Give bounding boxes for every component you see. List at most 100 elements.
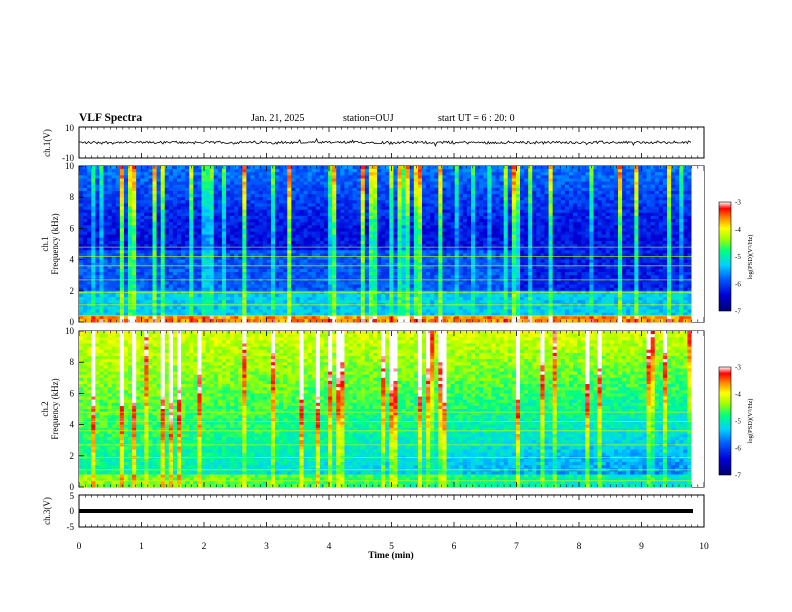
spectrogram-cell bbox=[213, 197, 219, 201]
spectrogram-cell bbox=[564, 203, 570, 207]
spectrogram-cell bbox=[319, 194, 325, 198]
spectrogram-cell bbox=[221, 225, 227, 229]
spectrogram-cell bbox=[307, 169, 313, 173]
spectrogram-cell bbox=[544, 209, 549, 214]
spectrogram-cell bbox=[548, 253, 554, 257]
spectrogram-cell bbox=[123, 166, 129, 170]
spectrogram-cell bbox=[613, 256, 619, 260]
spectrogram-cell bbox=[630, 231, 635, 236]
spectrogram-cell bbox=[573, 200, 578, 204]
spectrogram-cell bbox=[589, 169, 594, 173]
spectrogram-cell bbox=[540, 203, 545, 207]
spectrogram-cell bbox=[242, 172, 247, 176]
spectrogram-cell bbox=[532, 166, 537, 170]
spectrogram-cell bbox=[442, 256, 447, 260]
spectrogram-cell bbox=[401, 209, 407, 214]
spectrogram-cell bbox=[189, 200, 194, 204]
spectrogram-cell bbox=[87, 206, 92, 211]
spectrogram-cell bbox=[597, 166, 603, 170]
spectrogram-cell bbox=[442, 237, 447, 242]
spectrogram-cell bbox=[528, 247, 533, 251]
spectrogram-cell bbox=[148, 172, 153, 176]
spectrogram-cell bbox=[540, 197, 545, 201]
spectrogram-cell bbox=[479, 240, 484, 245]
spectrogram-cell bbox=[487, 231, 492, 236]
spectrogram-cell bbox=[585, 187, 590, 192]
spectrogram-cell bbox=[483, 247, 488, 251]
spectrogram-cell bbox=[552, 184, 558, 189]
spectrogram-cell bbox=[364, 265, 370, 270]
spectrogram-cell bbox=[560, 212, 566, 217]
spectrogram-cell bbox=[618, 225, 623, 229]
spectrogram-cell bbox=[132, 244, 137, 248]
spectrogram-cell bbox=[381, 234, 386, 239]
spectrogram-cell bbox=[675, 206, 680, 211]
spectrogram-cell bbox=[671, 259, 676, 264]
spectrogram-cell bbox=[262, 172, 268, 176]
spectrogram-cell bbox=[618, 244, 623, 248]
spectrogram-cell bbox=[569, 184, 574, 189]
spectrogram-cell bbox=[328, 212, 333, 217]
spectrogram-cell bbox=[503, 175, 509, 179]
spectrogram-cell bbox=[242, 169, 247, 173]
spectrogram-cell bbox=[658, 234, 664, 239]
spectrogram-cell bbox=[487, 259, 492, 264]
spectrogram-cell bbox=[99, 209, 104, 214]
spectrogram-cell bbox=[356, 166, 362, 170]
spectrogram-cell bbox=[683, 265, 688, 270]
spectrogram-cell bbox=[279, 225, 284, 229]
spectrogram-cell bbox=[332, 234, 337, 239]
spectrogram-cell bbox=[262, 250, 268, 254]
spectrogram-cell bbox=[373, 212, 378, 217]
spectrogram-cell bbox=[679, 256, 684, 260]
spectrogram-cell bbox=[389, 225, 394, 229]
spectrogram-cell bbox=[675, 184, 680, 189]
spectrogram-cell bbox=[654, 228, 660, 232]
spectrogram-cell bbox=[556, 172, 562, 176]
spectrogram-cell bbox=[450, 190, 456, 195]
spectrogram-cell bbox=[336, 265, 341, 270]
spectrogram-cell bbox=[544, 244, 549, 248]
spectrogram-cell bbox=[226, 262, 231, 267]
spectrogram-cell bbox=[132, 166, 137, 170]
spectrogram-cell bbox=[581, 172, 586, 176]
spectrogram-cell bbox=[609, 259, 615, 264]
spectrogram-cell bbox=[667, 194, 672, 198]
spectrogram-cell bbox=[103, 253, 108, 257]
spectrogram-cell bbox=[479, 231, 484, 236]
spectrogram-cell bbox=[299, 219, 304, 223]
spectrogram-cell bbox=[479, 203, 484, 207]
spectrogram-cell bbox=[556, 194, 562, 198]
spectrogram-cell bbox=[520, 219, 525, 223]
spectrogram-cell bbox=[581, 253, 586, 257]
spectrogram-cell bbox=[564, 259, 570, 264]
spectrogram-cell bbox=[250, 215, 255, 220]
spectrogram-cell bbox=[503, 240, 509, 245]
spectrogram-cell bbox=[430, 181, 435, 186]
spectrogram-cell bbox=[136, 190, 141, 195]
spectrogram-cell bbox=[450, 228, 456, 232]
spectrogram-cell bbox=[511, 190, 517, 195]
spectrogram-cell bbox=[438, 181, 443, 186]
spectrogram-cell bbox=[189, 172, 194, 176]
spectrogram-cell bbox=[679, 166, 684, 170]
spectrogram-cell bbox=[385, 172, 390, 176]
spectrogram-cell bbox=[230, 219, 235, 223]
spectrogram-cell bbox=[458, 240, 464, 245]
spectrogram-cell bbox=[605, 190, 611, 195]
spectrogram-cell bbox=[405, 262, 411, 267]
spectrogram-cell bbox=[238, 172, 243, 176]
spectrogram-cell bbox=[515, 181, 521, 186]
spectrogram-cell bbox=[430, 262, 435, 267]
spectrogram-cell bbox=[128, 178, 133, 182]
spectrogram-cell bbox=[552, 259, 558, 264]
spectrogram-cell bbox=[409, 190, 415, 195]
spectrogram-cell bbox=[193, 219, 198, 223]
spectrogram-cell bbox=[577, 169, 582, 173]
spectrogram-cell bbox=[132, 212, 137, 217]
spectrogram-cell bbox=[569, 175, 574, 179]
spectrogram-cell bbox=[201, 187, 206, 192]
spectrogram-cell bbox=[422, 222, 427, 226]
spectrogram-cell bbox=[123, 265, 129, 270]
spectrogram-cell bbox=[295, 228, 300, 232]
